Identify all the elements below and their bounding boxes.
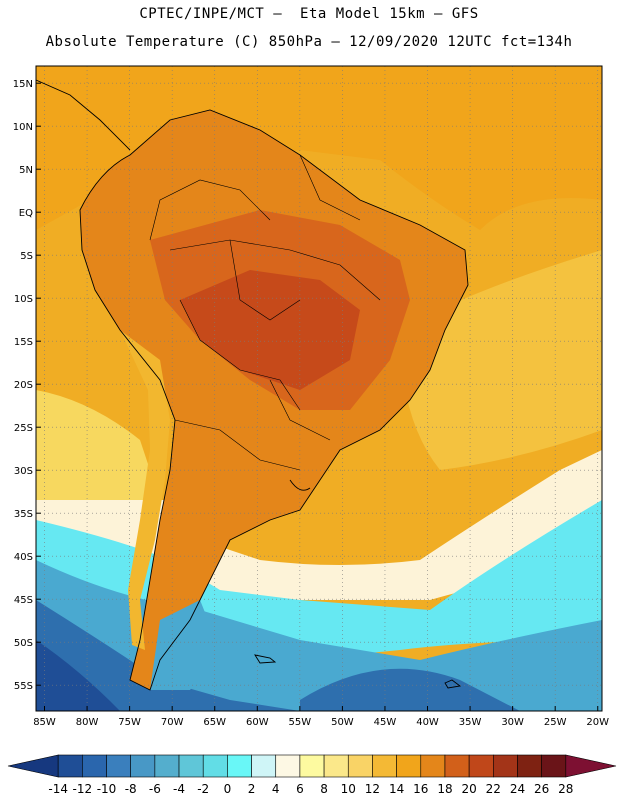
colorbar-cell [493, 754, 518, 778]
colorbar-cell [517, 754, 542, 778]
colorbar-label: 6 [296, 782, 304, 796]
lat-label: 15S [14, 337, 33, 348]
colorbar-cell [130, 754, 156, 778]
lat-label: EQ [19, 208, 33, 219]
colorbar-cell [275, 754, 301, 778]
lon-label: 50W [331, 717, 354, 728]
lon-label: 40W [416, 717, 439, 728]
lat-label: 35S [14, 509, 33, 520]
colorbar-label: 14 [389, 782, 404, 796]
lon-label: 35W [459, 717, 482, 728]
colorbar-cell [372, 754, 397, 778]
colorbar-cell [202, 754, 228, 778]
colorbar-cell [82, 754, 107, 778]
longitude-labels: 85W 80W 75W 70W 65W 60W 55W 50W 45W 40W 35W 30W 25W 2… [33, 706, 609, 728]
lat-label: 25S [14, 423, 33, 434]
lat-label: 50S [14, 638, 33, 649]
colorbar-cell [420, 754, 446, 778]
colorbar-label: -2 [197, 782, 209, 796]
colorbar: -14 -12 -10 -8 -6 -4 -2 0 2 4 6 8 10 12 14 16 18 20 22 24 26… [7, 754, 617, 796]
colorbar-label: -14 [48, 782, 68, 796]
colorbar-label: 24 [510, 782, 525, 796]
ocean-pacific-yellow [36, 390, 160, 500]
lon-label: 20W [586, 717, 609, 728]
colorbar-cell [396, 754, 422, 778]
colorbar-cell [227, 754, 252, 778]
colorbar-cell [468, 754, 494, 778]
lon-label: 75W [118, 717, 141, 728]
lat-label: 5N [19, 165, 33, 176]
colorbar-label: -12 [73, 782, 93, 796]
colorbar-label: 18 [437, 782, 452, 796]
lat-label: 45S [14, 595, 33, 606]
colorbar-label: 12 [365, 782, 380, 796]
lat-label: 15N [13, 79, 33, 90]
land-hot-core [180, 270, 360, 390]
lon-label: 25W [544, 717, 567, 728]
lon-label: 30W [501, 717, 524, 728]
land-patagonia-cold [150, 600, 220, 690]
lat-label: 10N [13, 122, 33, 133]
colorbar-cell [323, 754, 349, 778]
colorbar-label: 8 [320, 782, 328, 796]
ocean-darkblue-band [36, 600, 300, 711]
lat-label: 20S [14, 380, 33, 391]
map-frame [35, 65, 603, 712]
colorbar-cell [178, 754, 204, 778]
colorbar-label: 4 [272, 782, 280, 796]
colorbar-label: 22 [486, 782, 501, 796]
colorbar-label: 2 [248, 782, 256, 796]
colorbar-label: 28 [558, 782, 573, 796]
colorbar-cell-high [565, 754, 617, 778]
colorbar-cell [444, 754, 470, 778]
colorbar-label: -6 [149, 782, 161, 796]
colorbar-cell [541, 754, 567, 778]
map-title-line1: CPTEC/INPE/MCT – Eta Model 15km – GFS [139, 6, 479, 22]
lon-label: 55W [289, 717, 312, 728]
colorbar-label: 26 [534, 782, 549, 796]
lon-label: 80W [76, 717, 99, 728]
temperature-field [36, 66, 602, 711]
colorbar-label: 10 [341, 782, 356, 796]
colorbar-label: 0 [224, 782, 232, 796]
coastlines [36, 79, 469, 691]
lat-label: 55S [14, 681, 33, 692]
lat-label: 5S [20, 251, 33, 262]
colorbar-cell [251, 754, 277, 778]
colorbar-label: -8 [125, 782, 137, 796]
land-andes-band [120, 330, 170, 650]
lat-label: 40S [14, 552, 33, 563]
country-borders [149, 154, 381, 471]
latitude-labels: 15N 10N 5N EQ 5S 10S 15S 20S 25S 30S 35S 40S 45S 50S 5… [13, 79, 41, 692]
colorbar-cell [299, 754, 325, 778]
colorbar-cell-low [7, 754, 59, 778]
lon-label: 60W [246, 717, 269, 728]
lat-label: 10S [14, 294, 33, 305]
colorbar-cell [106, 754, 131, 778]
ocean-darkest-band [36, 640, 120, 711]
lon-label: 45W [374, 717, 397, 728]
colorbar-cell [57, 754, 83, 778]
colorbar-cell [347, 754, 373, 778]
colorbar-label: 20 [461, 782, 476, 796]
lon-label: 85W [33, 717, 56, 728]
lat-label: 30S [14, 466, 33, 477]
colorbar-label: -10 [97, 782, 117, 796]
colorbar-cell [154, 754, 180, 778]
lon-label: 70W [161, 717, 184, 728]
colorbar-label: 16 [413, 782, 428, 796]
colorbar-label: -4 [173, 782, 185, 796]
ocean-south-dark [300, 668, 520, 711]
lon-label: 65W [203, 717, 226, 728]
ocean-north-band [36, 66, 602, 230]
map-title-line2: Absolute Temperature (C) 850hPa – 12/09/… [45, 34, 573, 50]
